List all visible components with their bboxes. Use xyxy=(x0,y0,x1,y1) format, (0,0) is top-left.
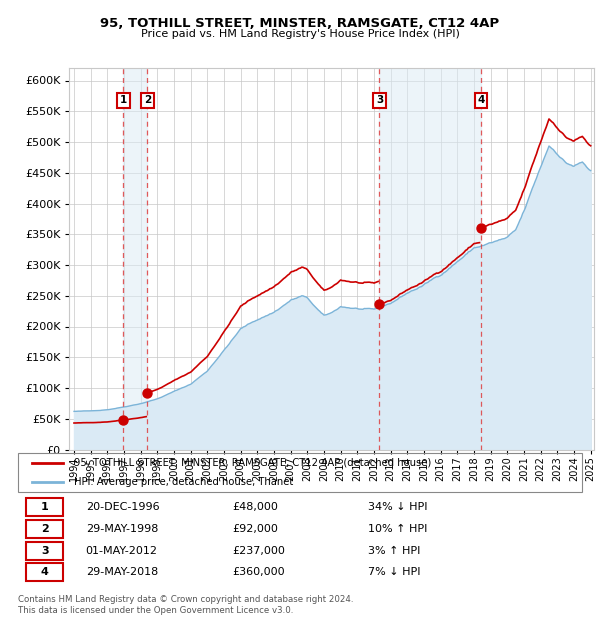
Text: £48,000: £48,000 xyxy=(232,502,278,512)
Text: £237,000: £237,000 xyxy=(232,546,285,556)
Bar xyxy=(65,68,74,450)
Text: 01-MAY-2012: 01-MAY-2012 xyxy=(86,546,158,556)
Text: This data is licensed under the Open Government Licence v3.0.: This data is licensed under the Open Gov… xyxy=(18,606,293,615)
Text: 3% ↑ HPI: 3% ↑ HPI xyxy=(368,546,420,556)
Text: 95, TOTHILL STREET, MINSTER, RAMSGATE, CT12 4AP (detached house): 95, TOTHILL STREET, MINSTER, RAMSGATE, C… xyxy=(74,458,431,467)
Bar xyxy=(124,68,148,450)
Text: 4: 4 xyxy=(477,95,485,105)
Text: 34% ↓ HPI: 34% ↓ HPI xyxy=(368,502,427,512)
Text: 1: 1 xyxy=(120,95,127,105)
Text: 7% ↓ HPI: 7% ↓ HPI xyxy=(368,567,420,577)
Text: 29-MAY-2018: 29-MAY-2018 xyxy=(86,567,158,577)
Bar xyxy=(26,542,63,560)
Text: 29-MAY-1998: 29-MAY-1998 xyxy=(86,524,158,534)
Text: £92,000: £92,000 xyxy=(232,524,278,534)
Bar xyxy=(379,68,481,450)
Text: Contains HM Land Registry data © Crown copyright and database right 2024.: Contains HM Land Registry data © Crown c… xyxy=(18,595,353,604)
Text: 10% ↑ HPI: 10% ↑ HPI xyxy=(368,524,427,534)
Text: 95, TOTHILL STREET, MINSTER, RAMSGATE, CT12 4AP: 95, TOTHILL STREET, MINSTER, RAMSGATE, C… xyxy=(100,17,500,30)
Bar xyxy=(26,498,63,516)
Bar xyxy=(26,520,63,538)
Text: 3: 3 xyxy=(376,95,383,105)
Text: Price paid vs. HM Land Registry's House Price Index (HPI): Price paid vs. HM Land Registry's House … xyxy=(140,29,460,39)
Text: HPI: Average price, detached house, Thanet: HPI: Average price, detached house, Than… xyxy=(74,477,293,487)
Text: 3: 3 xyxy=(41,546,49,556)
Text: 2: 2 xyxy=(144,95,151,105)
Text: 4: 4 xyxy=(41,567,49,577)
Text: 1: 1 xyxy=(41,502,49,512)
Text: 2: 2 xyxy=(41,524,49,534)
Text: 20-DEC-1996: 20-DEC-1996 xyxy=(86,502,160,512)
Bar xyxy=(26,564,63,582)
Text: £360,000: £360,000 xyxy=(232,567,285,577)
